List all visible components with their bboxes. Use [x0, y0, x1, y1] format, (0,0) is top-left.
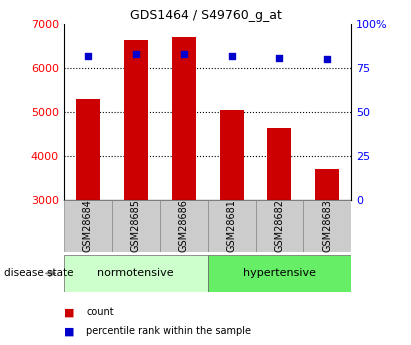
- Text: count: count: [86, 307, 114, 317]
- Text: percentile rank within the sample: percentile rank within the sample: [86, 326, 251, 336]
- Text: GSM28683: GSM28683: [323, 199, 332, 253]
- Text: ■: ■: [64, 307, 74, 317]
- Point: [324, 57, 331, 62]
- Text: hypertensive: hypertensive: [243, 268, 316, 278]
- Bar: [159, 200, 208, 252]
- Bar: [76, 99, 100, 200]
- Text: ■: ■: [64, 326, 74, 336]
- Bar: [315, 169, 339, 200]
- Text: GDS1464 / S49760_g_at: GDS1464 / S49760_g_at: [129, 9, 282, 22]
- Bar: [172, 37, 196, 200]
- Text: GSM28682: GSM28682: [275, 199, 284, 253]
- Bar: [208, 200, 256, 252]
- Text: GSM28686: GSM28686: [179, 199, 189, 253]
- Text: GSM28684: GSM28684: [83, 199, 92, 253]
- Point: [276, 55, 283, 60]
- Bar: [64, 255, 208, 292]
- Text: normotensive: normotensive: [97, 268, 174, 278]
- Text: GSM28685: GSM28685: [131, 199, 141, 253]
- Bar: [268, 128, 291, 200]
- Bar: [303, 200, 351, 252]
- Point: [180, 51, 187, 57]
- Bar: [64, 200, 112, 252]
- Point: [228, 53, 235, 59]
- Bar: [124, 40, 148, 200]
- Bar: [112, 200, 159, 252]
- Point: [84, 53, 91, 59]
- Text: GSM28681: GSM28681: [226, 199, 236, 253]
- Bar: [208, 255, 351, 292]
- Bar: [219, 110, 243, 200]
- Point: [132, 51, 139, 57]
- Bar: [256, 200, 303, 252]
- Text: disease state: disease state: [4, 268, 74, 278]
